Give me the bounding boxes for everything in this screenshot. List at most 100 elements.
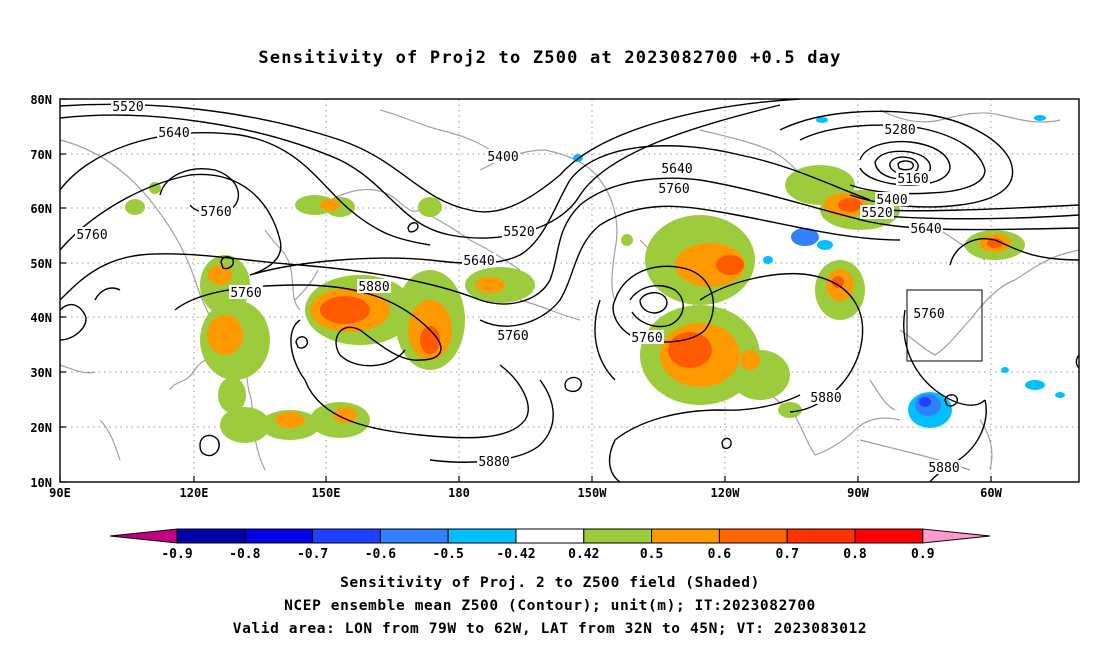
contour-label: 5520 — [502, 224, 536, 240]
contour-label-text: 5520 — [861, 206, 892, 221]
contour-label: 5280 — [883, 122, 917, 138]
lon-label: 120W — [711, 486, 741, 500]
contour-label: 5880 — [927, 460, 961, 476]
contour-label-bg — [111, 99, 145, 113]
contour-label: 5760 — [657, 181, 691, 197]
lon-label: 150E — [312, 486, 341, 500]
contour-label-text: 5400 — [487, 150, 518, 165]
contour-label: 5760 — [229, 285, 263, 301]
contour-label-text: 5160 — [897, 172, 928, 187]
colorbar-end-high — [922, 528, 991, 544]
colorbar-box — [786, 528, 856, 544]
sensitivity-negative — [573, 115, 1065, 428]
contour-label: 5400 — [486, 149, 520, 165]
colorbar-box — [176, 528, 246, 544]
lat-label: 20N — [30, 421, 52, 435]
contour-label-text: 5880 — [358, 280, 389, 295]
contour-label-text: 5760 — [631, 331, 662, 346]
figure-title: Sensitivity of Proj2 to Z500 at 20230827… — [258, 48, 842, 68]
contour-label-text: 5640 — [910, 222, 941, 237]
contour-label: 5760 — [496, 328, 530, 344]
contour-label-text: 5760 — [913, 307, 944, 322]
contour-label: 5640 — [462, 253, 496, 269]
contour-label-text: 5280 — [884, 123, 915, 138]
contour-label-bg — [486, 149, 520, 163]
contour-label: 5160 — [896, 171, 930, 187]
colorbar-label: 0.8 — [843, 547, 867, 562]
lat-label: 80N — [30, 93, 52, 107]
contour-label: 5880 — [357, 279, 391, 295]
lon-label: 180 — [448, 486, 470, 500]
colorbar-box — [583, 528, 653, 544]
colorbar-label: 0.9 — [911, 547, 934, 562]
colorbar-box — [379, 528, 449, 544]
lat-label: 30N — [30, 366, 52, 380]
contour-label: 5760 — [630, 330, 664, 346]
contour-label-text: 5520 — [503, 225, 534, 240]
contour-label-text: 5520 — [112, 100, 143, 115]
contour-label: 5640 — [660, 161, 694, 177]
colorbar-box — [854, 528, 924, 544]
colorbar-label: -0.9 — [161, 547, 192, 562]
colorbar-box — [312, 528, 381, 544]
colorbar-label: -0.42 — [496, 547, 535, 562]
lon-label: 90W — [847, 486, 869, 500]
contour-label-text: 5760 — [497, 329, 528, 344]
colorbar-label: 0.6 — [708, 547, 732, 562]
valid-area-box — [906, 289, 983, 362]
caption-contour: NCEP ensemble mean Z500 (Contour); unit(… — [284, 598, 816, 614]
lat-label: 70N — [30, 148, 52, 162]
contour-label-bg — [883, 122, 917, 136]
longitude-labels: 90E 120E 150E 180 150W 120W 90W 60W — [49, 486, 1002, 500]
lon-label: 150W — [578, 486, 608, 500]
contour-label: 5520 — [111, 99, 145, 115]
contour-label-bg — [896, 171, 930, 185]
contour-label-bg — [75, 227, 109, 241]
contour-label-text: 5880 — [478, 455, 509, 470]
contour-label-bg — [860, 205, 894, 219]
colorbar-label: 0.7 — [775, 547, 798, 562]
caption-valid-area: Valid area: LON from 79W to 62W, LAT fro… — [232, 621, 868, 637]
tick-marks — [59, 98, 992, 483]
lon-label: 60W — [980, 486, 1002, 500]
contour-label-bg — [229, 285, 263, 299]
colorbar-box — [718, 528, 788, 544]
contour-label-bg — [462, 253, 496, 267]
contour-label: 5760 — [199, 204, 233, 220]
lat-label: 40N — [30, 311, 52, 325]
contour-label: 5760 — [912, 306, 946, 322]
contour-label-bg — [630, 330, 664, 344]
z500-contours — [60, 99, 1079, 482]
caption-shaded: Sensitivity of Proj. 2 to Z500 field (Sh… — [340, 575, 760, 591]
colorbar-label: 0.42 — [568, 547, 599, 562]
colorbar-label: -0.7 — [297, 547, 328, 562]
contour-label-text: 5400 — [876, 193, 907, 208]
lat-label: 60N — [30, 202, 52, 216]
colorbar-box — [244, 528, 314, 544]
map-frame — [59, 98, 1080, 483]
contour-label: 5640 — [909, 221, 943, 237]
colorbar-box — [515, 528, 585, 544]
colorbar-box — [651, 528, 720, 544]
contour-label-text: 5760 — [200, 205, 231, 220]
contour-label-text: 5880 — [928, 461, 959, 476]
contour-label: 5880 — [809, 390, 843, 406]
contour-label-bg — [477, 454, 511, 468]
contour-label: 5760 — [75, 227, 109, 243]
colorbar-label: -0.6 — [365, 547, 396, 562]
colorbar-label: 0.5 — [640, 547, 663, 562]
contour-label-bg — [875, 192, 909, 206]
colorbar-end-low — [109, 528, 178, 544]
contour-label-bg — [157, 125, 191, 139]
contour-label: 5400 — [875, 192, 909, 208]
contour-label-text: 5640 — [661, 162, 692, 177]
latitude-labels: 80N 70N 60N 50N 40N 30N 20N 10N — [30, 93, 52, 490]
colorbar: -0.9 -0.8 -0.7 -0.6 -0.5 -0.42 0.42 0.5 0.6 0.7 0.… — [109, 528, 991, 562]
colorbar-box — [447, 528, 517, 544]
lon-label: 90E — [49, 486, 71, 500]
contour-label-text: 5760 — [230, 286, 261, 301]
contour-label-bg — [912, 306, 946, 320]
lat-label: 10N — [30, 476, 52, 490]
